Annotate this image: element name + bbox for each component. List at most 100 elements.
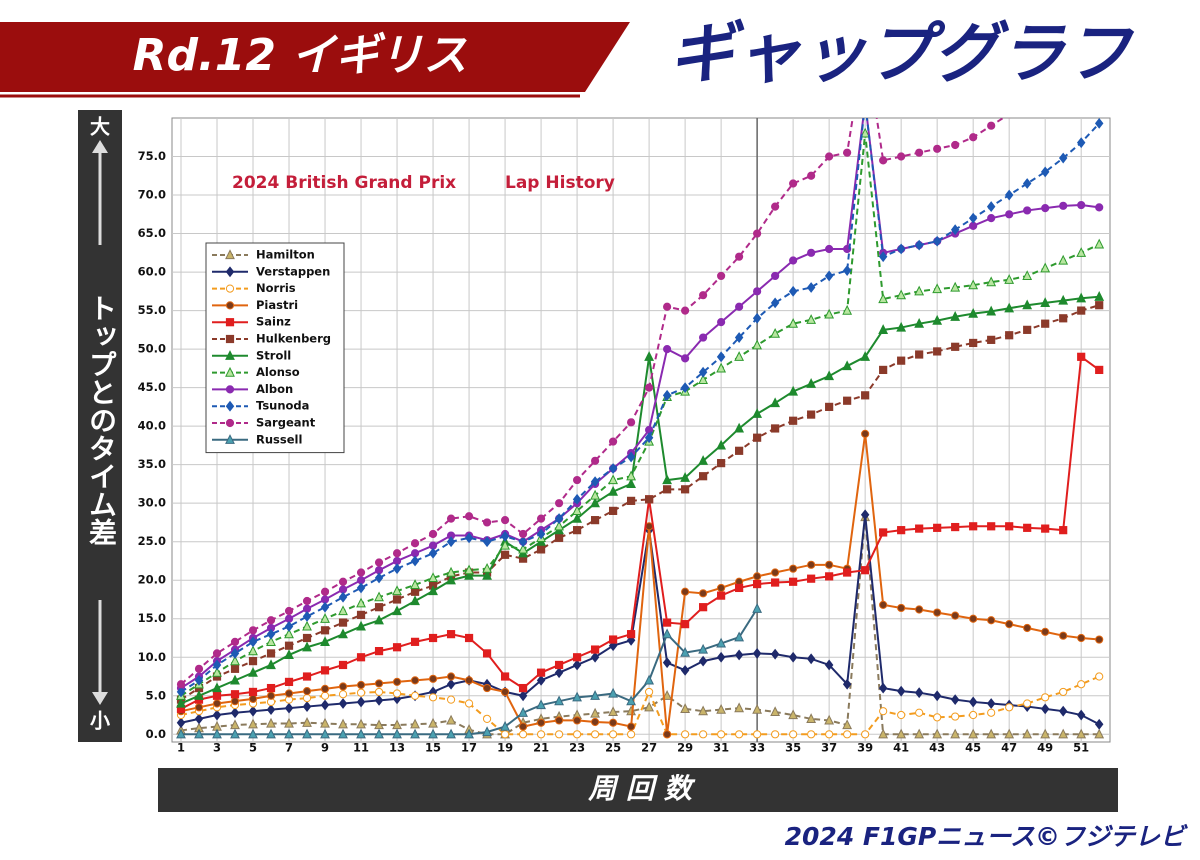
marker	[284, 628, 294, 639]
marker	[644, 351, 655, 361]
marker	[716, 351, 726, 363]
marker	[266, 691, 276, 700]
series-line	[180, 354, 1100, 710]
marker	[284, 728, 294, 739]
marker	[212, 691, 222, 700]
marker	[500, 720, 510, 731]
round-title: Rd.12 イギリス	[133, 30, 468, 81]
marker	[699, 472, 708, 481]
marker	[225, 318, 235, 327]
y-tick-label: 55.0	[138, 303, 166, 317]
marker	[338, 605, 348, 616]
marker	[1040, 166, 1050, 178]
marker	[897, 603, 906, 613]
marker	[338, 728, 348, 739]
marker	[878, 324, 889, 334]
y-tick-label: 35.0	[138, 457, 166, 471]
marker	[464, 676, 474, 685]
x-tick-label: 35	[785, 741, 801, 755]
series-line	[180, 118, 1100, 693]
marker	[212, 666, 222, 677]
marker	[861, 730, 870, 739]
marker	[392, 728, 402, 739]
marker	[266, 649, 276, 658]
marker	[225, 334, 235, 344]
marker	[266, 636, 276, 646]
marker	[428, 728, 438, 739]
marker	[1076, 247, 1087, 257]
y-tick-label: 30.0	[138, 496, 166, 510]
marker	[590, 489, 600, 500]
marker	[302, 633, 312, 643]
y-tick-label: 15.0	[138, 611, 166, 625]
marker	[248, 645, 258, 656]
marker	[825, 244, 834, 254]
marker	[1004, 189, 1014, 201]
marker	[225, 249, 235, 260]
marker	[951, 712, 960, 721]
marker	[590, 476, 600, 488]
marker	[374, 591, 384, 602]
legend-label: Alonso	[256, 365, 300, 379]
marker	[986, 728, 997, 739]
marker	[518, 730, 528, 739]
marker	[608, 463, 618, 474]
marker	[225, 418, 235, 428]
marker	[1076, 137, 1086, 149]
legend-label: Stroll	[256, 348, 291, 362]
marker	[806, 378, 817, 388]
marker	[806, 653, 816, 665]
marker	[284, 649, 294, 660]
marker	[590, 456, 600, 465]
marker	[1004, 728, 1015, 739]
marker	[590, 497, 600, 508]
marker	[392, 595, 402, 604]
marker	[1040, 297, 1051, 307]
marker	[230, 690, 240, 699]
marker	[482, 683, 492, 693]
marker	[753, 572, 762, 581]
marker	[176, 717, 186, 729]
marker	[194, 713, 204, 725]
marker	[950, 311, 961, 321]
marker	[572, 716, 582, 725]
marker	[410, 676, 420, 685]
marker	[212, 649, 222, 658]
marker	[428, 529, 438, 539]
marker	[194, 690, 204, 700]
marker	[266, 683, 276, 693]
marker	[807, 730, 816, 739]
marker	[914, 687, 924, 699]
marker	[932, 314, 943, 325]
marker	[1094, 238, 1105, 249]
marker	[752, 339, 763, 350]
marker	[915, 708, 924, 717]
marker	[392, 605, 402, 616]
marker	[266, 704, 276, 716]
marker	[879, 707, 888, 716]
marker	[698, 705, 709, 716]
marker	[446, 566, 456, 577]
marker	[212, 682, 222, 693]
marker	[1040, 728, 1051, 739]
legend-label: Tsunoda	[256, 399, 309, 413]
marker	[320, 666, 330, 675]
series-line	[180, 295, 1100, 705]
marker	[807, 574, 816, 583]
marker	[554, 695, 564, 706]
marker	[735, 583, 744, 593]
marker	[374, 603, 384, 612]
marker	[1041, 319, 1050, 328]
marker	[225, 350, 235, 360]
marker	[374, 728, 384, 739]
marker	[248, 705, 258, 717]
marker	[717, 583, 726, 593]
marker	[626, 478, 637, 489]
marker	[225, 400, 235, 412]
marker	[807, 171, 816, 180]
y-tick-label: 65.0	[138, 226, 166, 240]
marker	[968, 728, 979, 739]
x-tick-label: 19	[497, 741, 513, 755]
marker	[752, 408, 763, 418]
marker	[320, 699, 330, 711]
